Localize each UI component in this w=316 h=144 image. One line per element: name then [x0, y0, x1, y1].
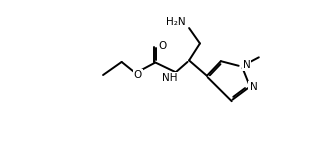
Text: N: N [243, 60, 250, 70]
Text: N: N [250, 82, 257, 92]
Text: H₂N: H₂N [166, 17, 186, 26]
Text: O: O [134, 70, 142, 80]
Text: NH: NH [162, 73, 178, 83]
Text: O: O [158, 41, 166, 51]
